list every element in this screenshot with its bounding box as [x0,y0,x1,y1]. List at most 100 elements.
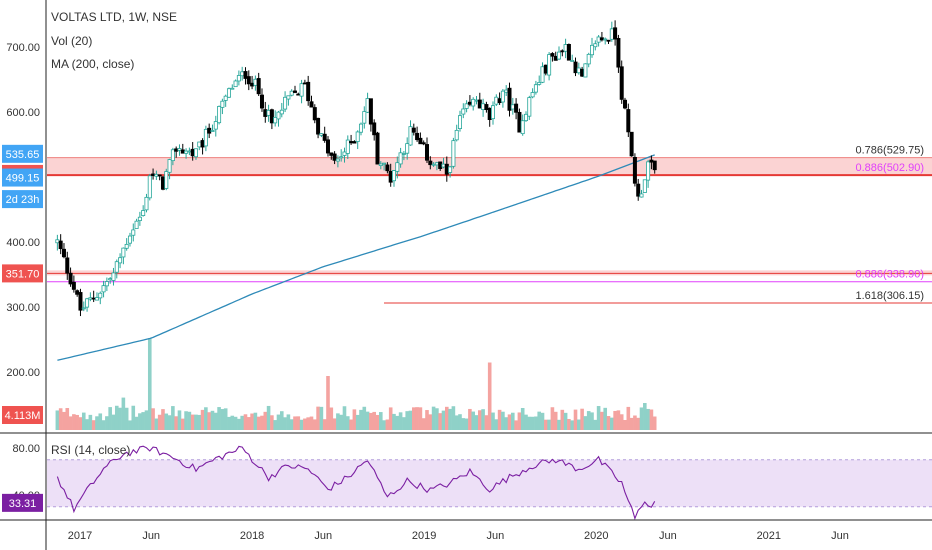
candle-body [243,71,248,79]
candle-body [616,38,621,68]
rsi-band [47,459,932,508]
volume-bar [547,419,551,430]
candle-body [583,63,588,78]
candle-body [210,129,215,132]
volume-bar [474,415,479,430]
candle-body [428,160,433,166]
candle-body [590,44,595,56]
volume-bar [590,412,594,430]
volume-bar [147,338,152,430]
candle-body [580,68,585,77]
volume-bar [461,418,466,430]
volume-bar [441,410,446,430]
volume-bar [501,411,505,430]
volume-bar [517,412,522,430]
volume-bar [378,412,383,430]
candle-body [157,174,162,177]
candle-body [88,297,93,300]
symbol-title[interactable]: VOLTAS LTD, 1W, NSE [51,10,177,24]
candle-body [652,160,657,171]
ma-legend[interactable]: MA (200, close) [51,57,134,71]
candle-body [71,281,76,290]
volume-bar [194,414,198,430]
volume-bar [207,412,211,430]
volume-bar [560,409,565,430]
time-tick-label: 2020 [584,530,608,542]
candle-body [477,99,482,109]
volume-bar [98,413,103,430]
price-tick-label: 400.00 [6,237,40,249]
candle-body [599,37,604,41]
volume-bar [141,412,145,430]
volume-bar [395,415,400,430]
candle-body [411,127,416,133]
volume-bar [372,411,376,430]
candle-body [514,103,519,113]
candle-body [329,152,334,156]
candle-body [253,78,258,86]
candle-body [263,109,268,117]
candle-body [639,193,644,198]
volume-bar [448,408,452,430]
rsi-band-fill [47,459,932,507]
volume-bar [223,408,228,430]
candle-body [609,28,614,40]
volume-bar [550,407,555,430]
volume-bar [114,405,119,430]
volume-bar [342,406,347,430]
price-axis[interactable]: 700.00 600.00 400.00 300.00 200.00 [6,42,40,379]
volume-bar [471,411,476,430]
volume-bar [256,416,261,430]
volume-bar [626,406,631,430]
rsi-legend[interactable]: RSI (14, close) [51,443,130,457]
volume-bar [78,417,83,430]
candle-body [408,126,413,146]
volume-bar [606,416,611,430]
volume-bar [643,403,647,430]
candle-body [593,43,598,48]
volume-bar [283,417,287,430]
volume-bar [75,414,79,430]
volume-bar [190,414,195,430]
volume-bar [610,417,614,430]
candle-body [75,290,80,295]
volume-bar [111,414,116,430]
candle-body [457,115,462,130]
volume-bar [233,416,238,430]
candle-body [101,285,106,293]
volume-bar [494,419,499,430]
volume-bar [375,414,380,430]
candle-body [319,133,324,136]
time-axis[interactable]: 2017 Jun 2018 Jun 2019 Jun 2020 Jun 2021 Jun [68,530,849,542]
candle-body [81,307,86,310]
volume-bar [167,415,172,430]
candle-body [520,120,525,135]
volume-bar [306,417,310,430]
price-badge [2,190,43,209]
volume-bar [514,420,518,430]
volume-bar [557,419,561,430]
candle-body [187,150,192,153]
price-tick-label: 600.00 [6,107,40,119]
candle-body [197,141,202,148]
volume-bar [329,407,334,430]
volume-bar [131,405,136,430]
volume-bar [299,419,304,430]
volume-bar [319,406,324,430]
candle-body [85,298,90,308]
volume-bars [55,338,657,430]
price-badge-label: 535.65 [6,149,40,161]
candle-body [339,156,344,159]
volume-legend[interactable]: Vol (20) [51,34,92,48]
volume-bar [435,408,439,430]
candle-body [177,148,182,151]
candle-body [296,93,301,96]
volume-badge [2,406,43,424]
candle-body [464,103,469,109]
volume-bar [421,418,426,430]
volume-bar [613,410,617,430]
volume-bar [55,410,60,430]
candle-body [127,235,132,244]
volume-bar [415,407,419,430]
volume-bar [187,411,192,430]
